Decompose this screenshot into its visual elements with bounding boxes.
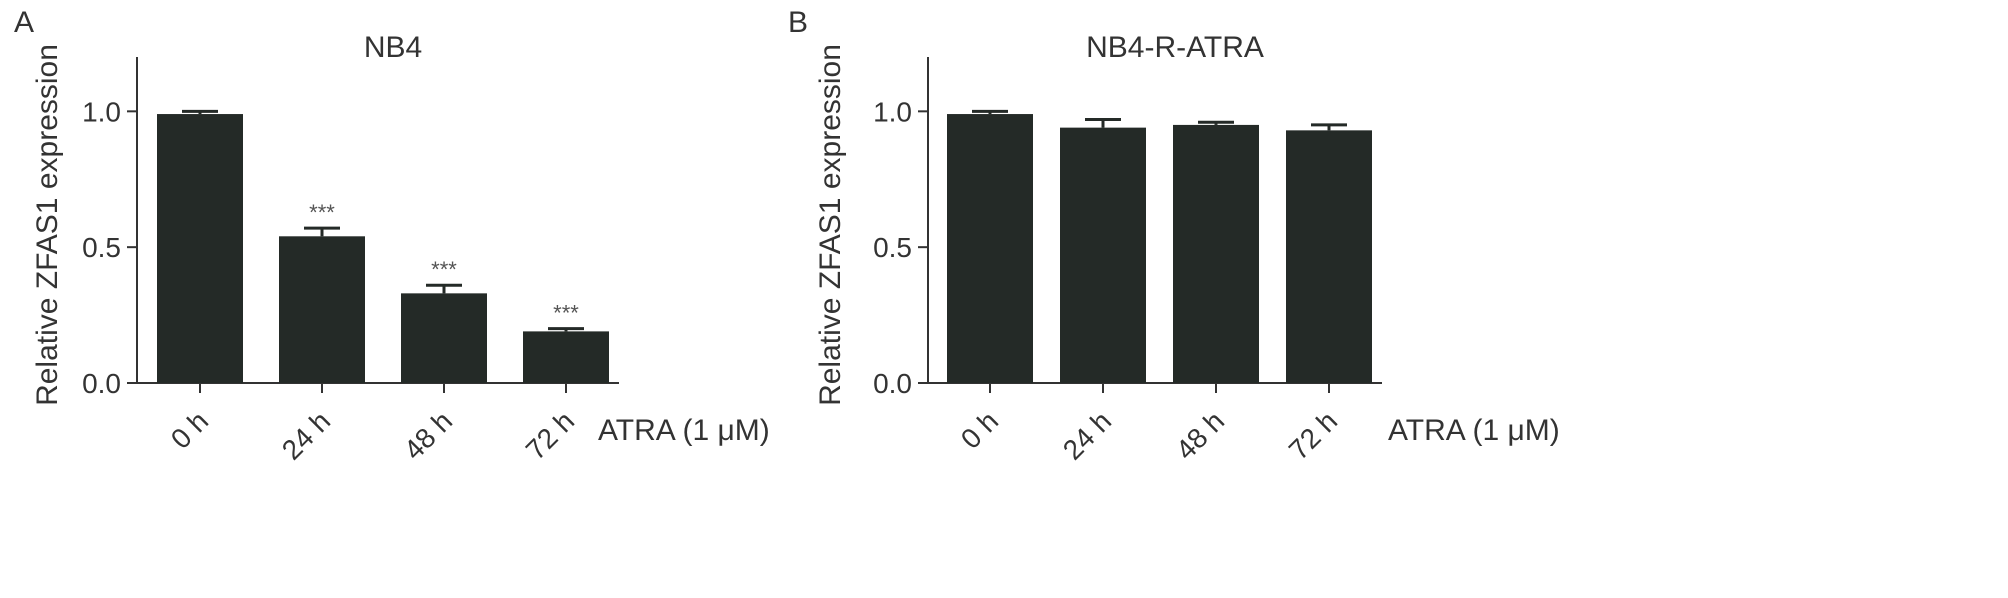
significance-marker: *** bbox=[309, 200, 335, 225]
y-tick-label: 0.5 bbox=[82, 232, 121, 263]
x-tick-label: 0 h bbox=[955, 405, 1004, 454]
treatment-label: ATRA (1 μM) bbox=[598, 414, 770, 447]
y-axis-label: Relative ZFAS1 expression bbox=[31, 44, 64, 406]
bar bbox=[947, 114, 1033, 384]
y-axis-label: Relative ZFAS1 expression bbox=[814, 44, 847, 406]
x-tick-label: 0 h bbox=[165, 405, 214, 454]
x-tick-label: 24 h bbox=[276, 405, 336, 465]
x-tick-label: 72 h bbox=[520, 405, 580, 465]
y-tick-label: 0.0 bbox=[82, 368, 121, 399]
bar bbox=[1173, 124, 1259, 384]
y-tick-label: 1.0 bbox=[82, 96, 121, 127]
bar bbox=[401, 293, 487, 383]
y-tick-label: 0.0 bbox=[873, 368, 912, 399]
chart-title: NB4 bbox=[364, 31, 422, 64]
x-tick-label: 48 h bbox=[1170, 405, 1230, 465]
bar bbox=[1060, 127, 1146, 383]
bar bbox=[1286, 130, 1372, 383]
panel-letter: B bbox=[788, 6, 808, 39]
treatment-label: ATRA (1 μM) bbox=[1388, 414, 1560, 447]
panel-letter: A bbox=[14, 6, 34, 39]
bar bbox=[523, 331, 609, 383]
y-tick-label: 1.0 bbox=[873, 96, 912, 127]
x-tick-label: 48 h bbox=[398, 405, 458, 465]
significance-marker: *** bbox=[431, 257, 457, 282]
panel-a: A NB4 Relative ZFAS1 expression 0.0 0.5 1.0 0 … bbox=[14, 6, 770, 466]
bar bbox=[279, 236, 365, 383]
bar bbox=[157, 114, 243, 384]
chart-title: NB4-R-ATRA bbox=[1086, 31, 1264, 64]
y-tick-label: 0.5 bbox=[873, 232, 912, 263]
x-tick-label: 72 h bbox=[1283, 405, 1343, 465]
significance-marker: *** bbox=[553, 301, 579, 326]
x-tick-label: 24 h bbox=[1057, 405, 1117, 465]
panel-b: B NB4-R-ATRA Relative ZFAS1 expression 0.0 0… bbox=[788, 6, 1560, 466]
